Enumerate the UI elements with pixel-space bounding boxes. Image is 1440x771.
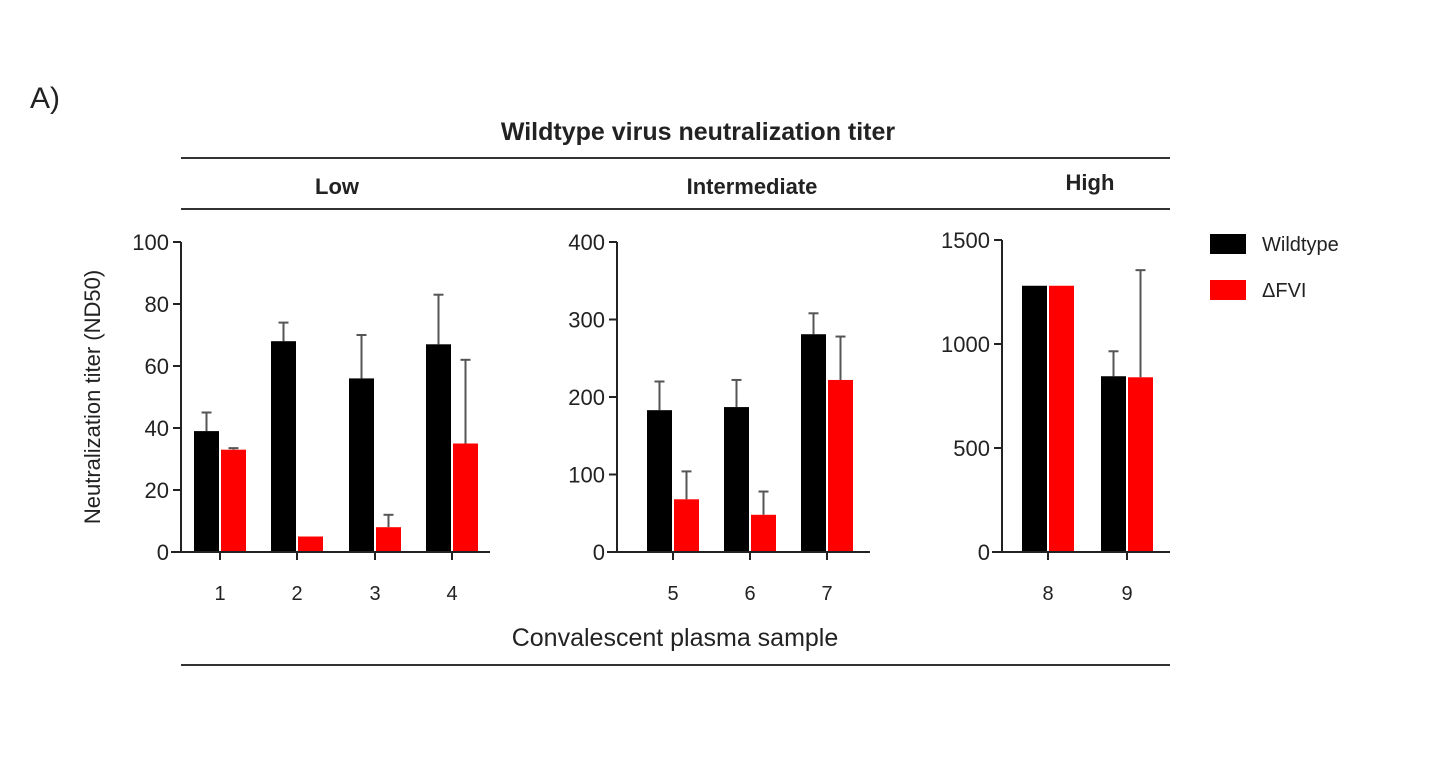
x-tick-label: 9 (1121, 583, 1132, 605)
y-tick-label: 80 (145, 292, 169, 317)
x-tick-label: 1 (214, 583, 225, 605)
y-tick-label: 400 (568, 230, 605, 255)
panel-label: A) (30, 82, 60, 115)
legend-swatch-wildtype (1210, 234, 1246, 254)
y-tick-label: 0 (978, 540, 990, 565)
y-tick-label: 100 (568, 463, 605, 488)
bar-wildtype-8 (1022, 285, 1047, 552)
bar-wildtype-7 (801, 334, 826, 552)
y-tick-label: 200 (568, 385, 605, 410)
x-tick-label: 4 (446, 583, 457, 605)
bar-dfvi-7 (828, 379, 853, 552)
bar-wildtype-6 (724, 407, 749, 552)
bar-dfvi-8 (1049, 285, 1074, 552)
y-tick-label: 1000 (941, 332, 990, 357)
bar-wildtype-9 (1101, 376, 1126, 552)
y-tick-label: 40 (145, 416, 169, 441)
x-tick-label: 2 (291, 583, 302, 605)
x-tick-label: 8 (1042, 583, 1053, 605)
y-tick-label: 1500 (941, 228, 990, 253)
bar-dfvi-2 (298, 536, 323, 552)
legend-label-wildtype: Wildtype (1262, 234, 1339, 256)
bar-wildtype-5 (647, 410, 672, 552)
x-tick-label: 7 (821, 583, 832, 605)
legend: Wildtype ΔFVI (1210, 234, 1339, 302)
group-label-low: Low (315, 174, 360, 199)
group-label-intermediate: Intermediate (687, 174, 818, 199)
bar-wildtype-3 (349, 378, 374, 552)
bar-dfvi-1 (221, 449, 246, 552)
y-tick-label: 0 (593, 540, 605, 565)
bar-dfvi-3 (376, 527, 401, 552)
x-tick-label: 6 (744, 583, 755, 605)
group-label-high: High (1066, 170, 1115, 195)
y-tick-label: 500 (953, 436, 990, 461)
x-tick-label: 3 (369, 583, 380, 605)
legend-swatch-dfvi (1210, 280, 1246, 300)
chart-title: Wildtype virus neutralization titer (501, 118, 896, 146)
bar-dfvi-6 (751, 514, 776, 552)
y-tick-label: 20 (145, 478, 169, 503)
bar-wildtype-4 (426, 344, 451, 552)
bar-dfvi-9 (1128, 377, 1153, 552)
legend-label-dfvi: ΔFVI (1262, 280, 1306, 302)
bar-dfvi-5 (674, 499, 699, 552)
bar-dfvi-4 (453, 443, 478, 552)
x-axis-label: Convalescent plasma sample (512, 624, 839, 652)
y-tick-label: 300 (568, 308, 605, 333)
y-tick-label: 100 (132, 230, 169, 255)
y-axis-label: Neutralization titer (ND50) (80, 270, 105, 524)
y-tick-label: 60 (145, 354, 169, 379)
bar-wildtype-1 (194, 431, 219, 552)
bar-wildtype-2 (271, 341, 296, 552)
x-tick-label: 5 (667, 583, 678, 605)
y-tick-label: 0 (157, 540, 169, 565)
